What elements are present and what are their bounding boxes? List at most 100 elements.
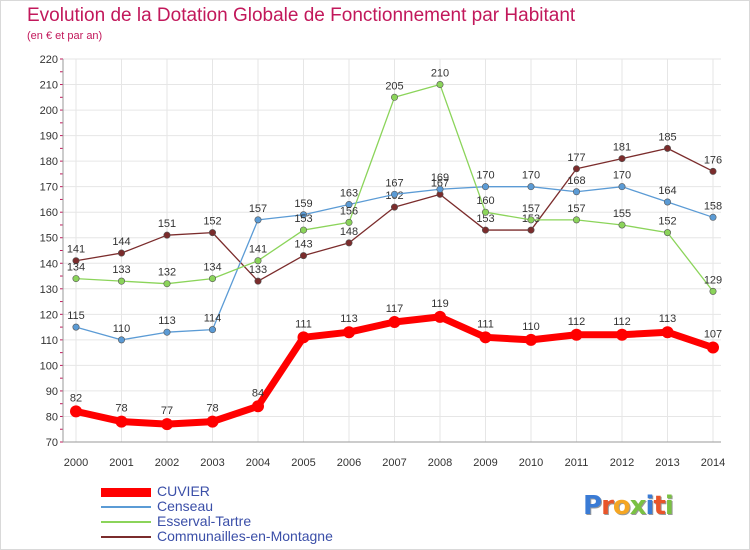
y-tick-label-150: 150 <box>40 233 58 245</box>
data-point-Censeau-2008 <box>436 185 444 193</box>
data-label-Communailles-en-Montagne-2014: 176 <box>704 154 722 166</box>
data-point-Communailles-en-Montagne-2002 <box>163 231 171 239</box>
data-label-CUVIER-2005: 111 <box>295 318 312 330</box>
data-point-Communailles-en-Montagne-2001 <box>118 249 126 257</box>
data-point-CUVIER-2007 <box>388 315 401 328</box>
y-tick-label-210: 210 <box>40 80 58 92</box>
data-point-CUVIER-2001 <box>115 415 128 428</box>
legend-label: CUVIER <box>157 483 210 499</box>
x-tick-label-2012: 2012 <box>610 457 634 469</box>
data-point-CUVIER-2003 <box>206 415 219 428</box>
data-point-Esserval-Tartre-2011 <box>572 216 580 224</box>
data-label-Communailles-en-Montagne-2001: 144 <box>112 236 130 248</box>
data-point-Esserval-Tartre-2008 <box>436 81 444 89</box>
data-label-Communailles-en-Montagne-2004: 133 <box>249 264 267 276</box>
legend-swatch <box>101 521 151 523</box>
data-label-Esserval-Tartre-2000: 134 <box>67 262 85 274</box>
data-label-Communailles-en-Montagne-2002: 151 <box>158 218 176 230</box>
data-point-Communailles-en-Montagne-2004 <box>254 277 262 285</box>
legend-swatch <box>101 536 151 538</box>
data-label-Communailles-en-Montagne-2012: 181 <box>613 142 631 154</box>
data-label-Censeau-2000: 115 <box>67 310 85 322</box>
data-point-Censeau-2014 <box>709 213 717 221</box>
data-label-Communailles-en-Montagne-2006: 148 <box>340 226 358 238</box>
data-label-Communailles-en-Montagne-2008: 167 <box>431 177 449 189</box>
data-point-Esserval-Tartre-2005 <box>299 226 307 234</box>
legend-label: Communailles-en-Montagne <box>157 528 333 544</box>
data-label-Communailles-en-Montagne-2005: 143 <box>294 239 312 251</box>
data-label-Esserval-Tartre-2010: 157 <box>522 203 540 215</box>
x-tick-label-2003: 2003 <box>200 457 224 469</box>
y-tick-label-130: 130 <box>40 284 58 296</box>
data-label-Censeau-2010: 170 <box>522 170 540 182</box>
y-tick-label-120: 120 <box>40 309 58 321</box>
data-point-CUVIER-2009 <box>479 331 492 344</box>
data-point-CUVIER-2010 <box>525 333 537 346</box>
data-point-Communailles-en-Montagne-2000 <box>72 257 80 265</box>
data-point-Esserval-Tartre-2003 <box>209 275 217 283</box>
data-label-Censeau-2004: 157 <box>249 203 267 215</box>
data-label-Esserval-Tartre-2009: 160 <box>476 195 494 207</box>
y-tick-label-90: 90 <box>46 386 58 398</box>
data-label-CUVIER-2011: 112 <box>568 316 586 328</box>
data-point-Censeau-2011 <box>572 188 580 196</box>
data-label-Censeau-2006: 163 <box>340 188 358 200</box>
data-point-Communailles-en-Montagne-2011 <box>572 165 580 173</box>
data-point-Communailles-en-Montagne-2007 <box>390 203 398 211</box>
data-point-Censeau-2002 <box>163 328 171 336</box>
x-tick-label-2014: 2014 <box>701 457 725 469</box>
data-label-Esserval-Tartre-2004: 141 <box>249 244 267 256</box>
x-tick-label-2008: 2008 <box>428 457 452 469</box>
data-point-Communailles-en-Montagne-2013 <box>663 144 671 152</box>
data-label-Communailles-en-Montagne-2009: 153 <box>476 213 494 225</box>
data-point-Esserval-Tartre-2010 <box>527 216 535 224</box>
data-point-Censeau-2004 <box>254 216 262 224</box>
data-point-CUVIER-2006 <box>343 326 355 339</box>
data-label-Esserval-Tartre-2002: 132 <box>158 267 176 279</box>
data-label-Communailles-en-Montagne-2013: 185 <box>658 131 676 143</box>
data-label-Censeau-2003: 114 <box>204 313 222 325</box>
y-tick-label-200: 200 <box>40 105 58 117</box>
data-label-CUVIER-2004: 84 <box>252 387 264 399</box>
data-point-Censeau-2013 <box>663 198 671 206</box>
x-tick-label-2005: 2005 <box>291 457 315 469</box>
data-label-Censeau-2002: 113 <box>158 315 176 327</box>
data-label-CUVIER-2002: 77 <box>161 405 173 417</box>
data-point-Esserval-Tartre-2014 <box>709 287 717 295</box>
data-point-Esserval-Tartre-2007 <box>390 93 398 101</box>
data-label-Censeau-2013: 164 <box>658 185 676 197</box>
data-label-Censeau-2001: 110 <box>113 323 131 335</box>
x-tick-label-2009: 2009 <box>473 457 497 469</box>
data-label-CUVIER-2010: 110 <box>522 321 540 333</box>
data-point-Esserval-Tartre-2009 <box>481 208 489 216</box>
data-label-Esserval-Tartre-2014: 129 <box>704 274 722 286</box>
chart-title: Evolution de la Dotation Globale de Fonc… <box>27 5 576 26</box>
y-tick-label-170: 170 <box>40 182 58 194</box>
data-label-CUVIER-2007: 117 <box>386 303 404 315</box>
data-label-CUVIER-2012: 112 <box>613 316 631 328</box>
data-point-Esserval-Tartre-2013 <box>663 229 671 237</box>
x-tick-label-2001: 2001 <box>109 457 133 469</box>
y-tick-label-180: 180 <box>40 156 58 168</box>
data-label-Censeau-2011: 168 <box>567 175 585 187</box>
y-tick-label-100: 100 <box>40 360 58 372</box>
data-point-Censeau-2001 <box>118 336 126 344</box>
y-tick-label-110: 110 <box>40 335 58 347</box>
data-point-Communailles-en-Montagne-2003 <box>209 229 217 237</box>
data-point-Esserval-Tartre-2000 <box>72 275 80 283</box>
data-label-Esserval-Tartre-2007: 205 <box>385 80 403 92</box>
y-tick-label-220: 220 <box>40 54 58 66</box>
data-label-Communailles-en-Montagne-2000: 141 <box>67 244 85 256</box>
data-point-CUVIER-2005 <box>297 331 310 344</box>
data-point-Esserval-Tartre-2012 <box>618 221 626 229</box>
data-point-Censeau-2006 <box>345 201 353 209</box>
legend-swatch <box>101 506 151 508</box>
data-label-Censeau-2008: 169 <box>431 172 449 184</box>
y-tick-label-190: 190 <box>40 131 58 143</box>
data-label-Esserval-Tartre-2012: 155 <box>613 208 631 220</box>
data-label-Censeau-2007: 167 <box>385 177 403 189</box>
legend-label: Esserval-Tartre <box>157 513 252 529</box>
x-tick-label-2010: 2010 <box>519 457 543 469</box>
proxiti-logo: Proxiti <box>583 491 674 521</box>
